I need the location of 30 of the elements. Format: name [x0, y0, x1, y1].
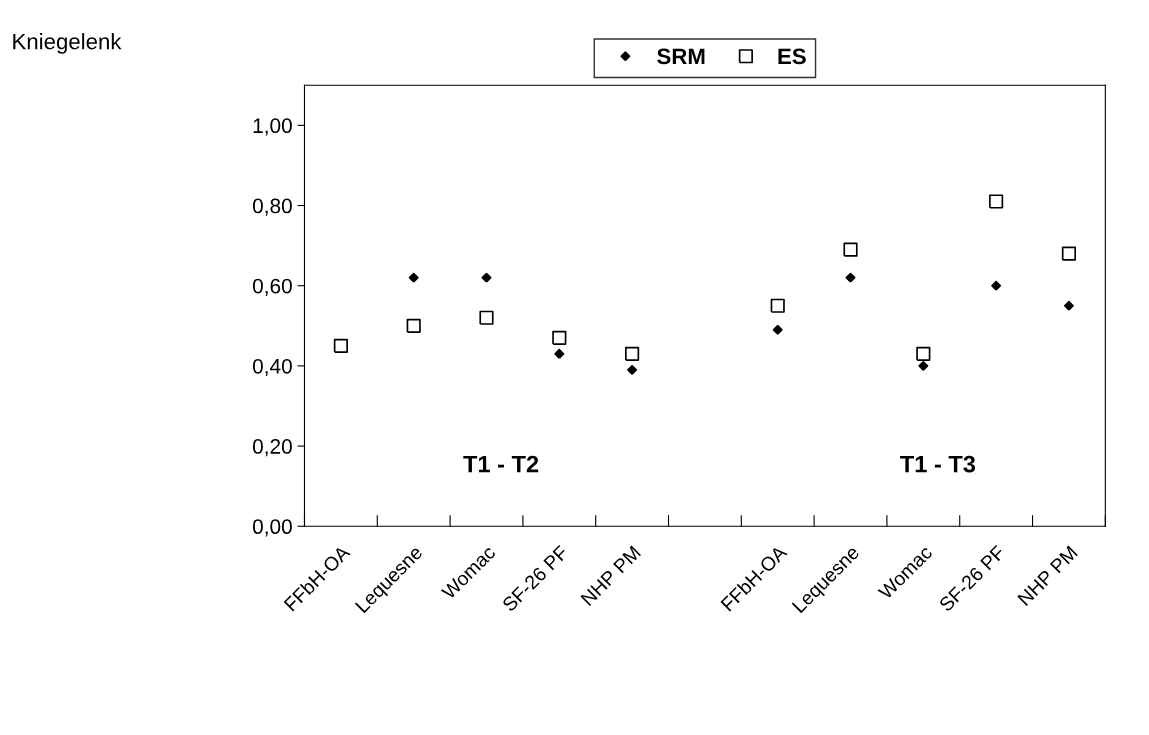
point — [770, 298, 785, 313]
point — [1061, 246, 1077, 261]
point — [918, 360, 929, 371]
y-tick-label: 0,60 — [252, 278, 292, 296]
point — [1063, 300, 1074, 311]
point — [845, 272, 856, 283]
point — [408, 272, 419, 283]
point — [772, 324, 783, 335]
point — [843, 242, 858, 257]
point — [989, 194, 1004, 209]
annotation: T1 - T2 — [463, 455, 539, 473]
text: Kniegelenk — [13, 33, 122, 54]
point — [479, 310, 494, 325]
legend-label: ES — [778, 48, 806, 65]
y-tick-label: 1,00 — [253, 118, 292, 136]
point — [554, 348, 565, 359]
y-tick-label: 0,80 — [252, 198, 292, 216]
point — [333, 338, 348, 353]
point — [406, 318, 421, 333]
y-tick-label: 0,20 — [252, 439, 292, 457]
point — [627, 364, 638, 375]
annotation: T1 - T3 — [900, 455, 976, 473]
point — [552, 330, 567, 345]
point — [916, 346, 931, 361]
y-tick-label: 0,00 — [252, 519, 292, 537]
point — [991, 280, 1002, 291]
point — [481, 272, 492, 283]
legend-label: SRM — [657, 48, 705, 65]
y-tick-label: 0,40 — [252, 358, 292, 377]
point — [625, 346, 640, 361]
